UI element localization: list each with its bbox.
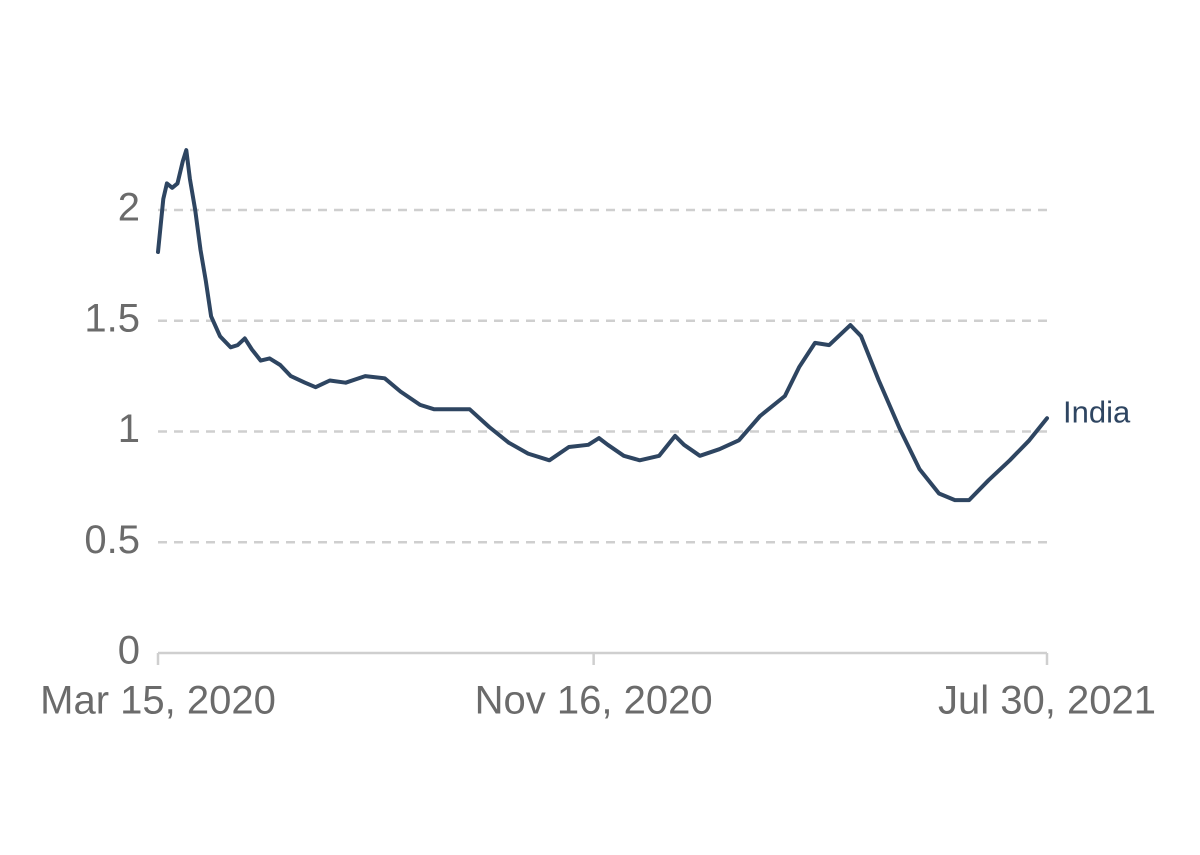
x-tick-label: Mar 15, 2020 xyxy=(40,679,276,723)
y-tick-label: 1.5 xyxy=(84,296,140,340)
x-tick-label: Nov 16, 2020 xyxy=(475,679,713,723)
y-tick-label: 0 xyxy=(118,629,140,673)
y-tick-label: 0.5 xyxy=(84,518,140,562)
series-label: India xyxy=(1063,394,1131,429)
data-line xyxy=(156,148,1049,503)
y-tick-label: 1 xyxy=(118,407,140,451)
x-tick-label: Jul 30, 2021 xyxy=(938,679,1156,723)
y-tick-label: 2 xyxy=(118,186,140,230)
